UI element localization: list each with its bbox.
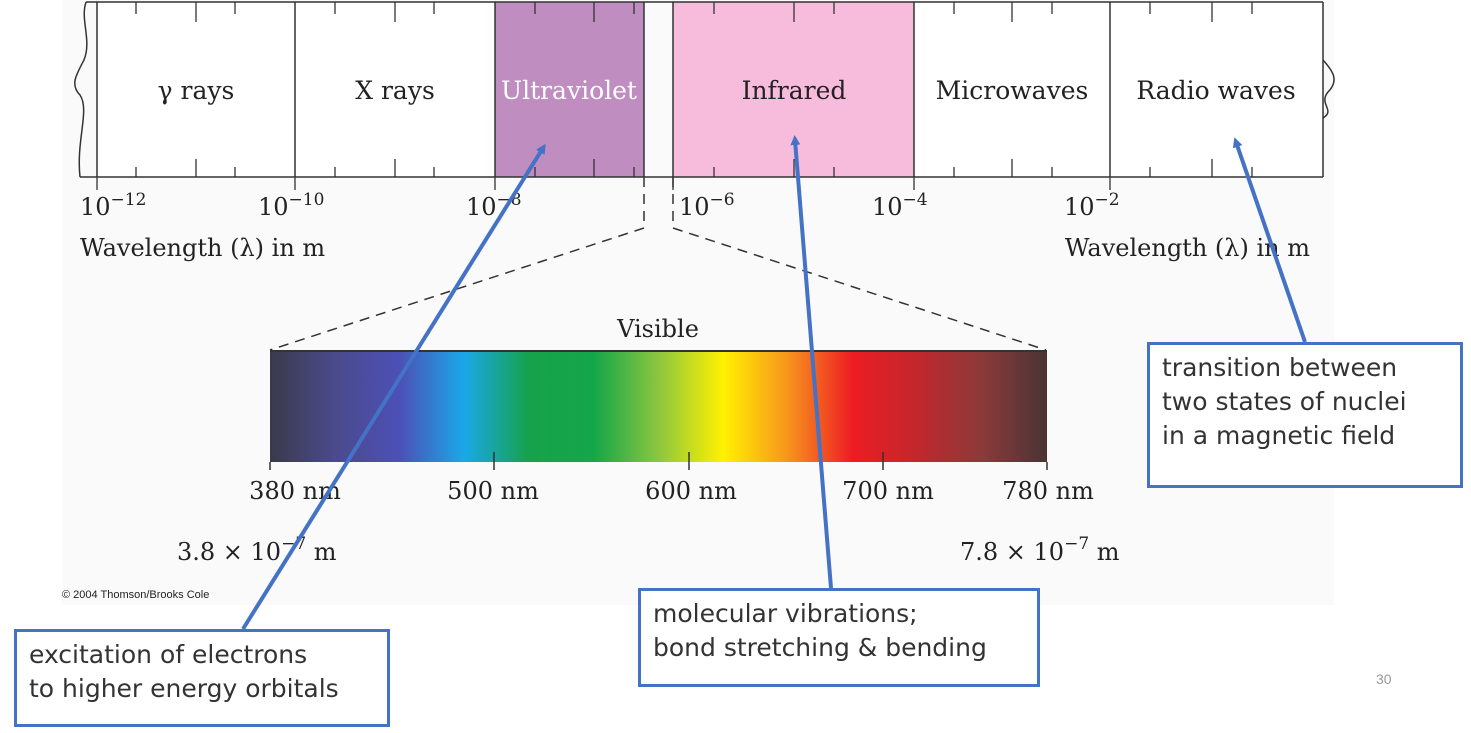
visible-ticks: [269, 452, 1048, 470]
band-label-infrared: Infrared: [742, 76, 847, 105]
break-mark-left: [74, 1, 88, 178]
callout-radio-line-2: two states of nuclei: [1162, 387, 1407, 416]
callout-uv-excitation: excitation of electrons to higher energy…: [14, 629, 390, 727]
arrow-to-infrared: [790, 135, 833, 589]
spectrum-bar-outline: [80, 1, 1324, 178]
axis-label-left: Wavelength (λ) in m: [80, 234, 325, 262]
band-label-gamma: γ rays: [158, 76, 235, 105]
copyright-text: © 2004 Thomson/Brooks Cole: [62, 589, 209, 601]
minor-ticks: [96, 2, 1253, 190]
wavelength-tick-label: 10−2: [1064, 190, 1120, 221]
band-infrared-fill: [673, 2, 914, 177]
arrow-to-radio: [1232, 137, 1307, 343]
visible-right-value: 7.8 × 10−7 m: [960, 534, 1120, 566]
band-xray-fill: [295, 2, 495, 177]
band-label-xrays: X rays: [355, 76, 435, 105]
visible-tick-700: 700 nm: [842, 477, 934, 505]
visible-left-value: 3.8 × 10−7 m: [177, 534, 337, 566]
visible-tick-500: 500 nm: [447, 477, 539, 505]
callout-radio-nuclei: transition between two states of nuclei …: [1147, 342, 1463, 488]
callout-radio-line-3: in a magnetic field: [1162, 421, 1396, 450]
wavelength-tick-label: 10−4: [872, 190, 928, 221]
band-radio-fill: [1110, 2, 1322, 177]
visible-title: Visible: [616, 315, 699, 343]
visible-tick-780: 780 nm: [1002, 477, 1094, 505]
visible-spectrum-bar: [270, 351, 1047, 462]
callout-ir-line-1: molecular vibrations;: [653, 599, 918, 628]
break-mark-right: [1322, 59, 1335, 119]
callout-arrows: [241, 135, 1307, 631]
band-microwaves-fill: [914, 2, 1110, 177]
visible-tick-380: 380 nm: [249, 477, 341, 505]
band-gamma-fill: [97, 2, 295, 177]
callout-radio-line-1: transition between: [1162, 353, 1398, 382]
callout-uv-line-1: excitation of electrons: [29, 640, 308, 669]
wavelength-tick-label: 10−12: [80, 190, 146, 221]
slide-number: 30: [1376, 671, 1392, 687]
band-ultraviolet-fill: [495, 2, 644, 177]
visible-tick-600: 600 nm: [645, 477, 737, 505]
wavelength-tick-label: 10−6: [679, 190, 735, 221]
band-label-ultraviolet: Ultraviolet: [501, 76, 637, 105]
band-label-microwaves: Microwaves: [936, 76, 1089, 105]
band-label-radio: Radio waves: [1136, 76, 1295, 105]
callout-ir-line-2: bond stretching & bending: [653, 633, 987, 662]
wavelength-tick-label: 10−10: [258, 190, 324, 221]
arrow-to-ultraviolet: [241, 143, 546, 631]
callout-uv-line-2: to higher energy orbitals: [29, 674, 339, 703]
callout-ir-vibrations: molecular vibrations; bond stretching & …: [638, 588, 1040, 687]
